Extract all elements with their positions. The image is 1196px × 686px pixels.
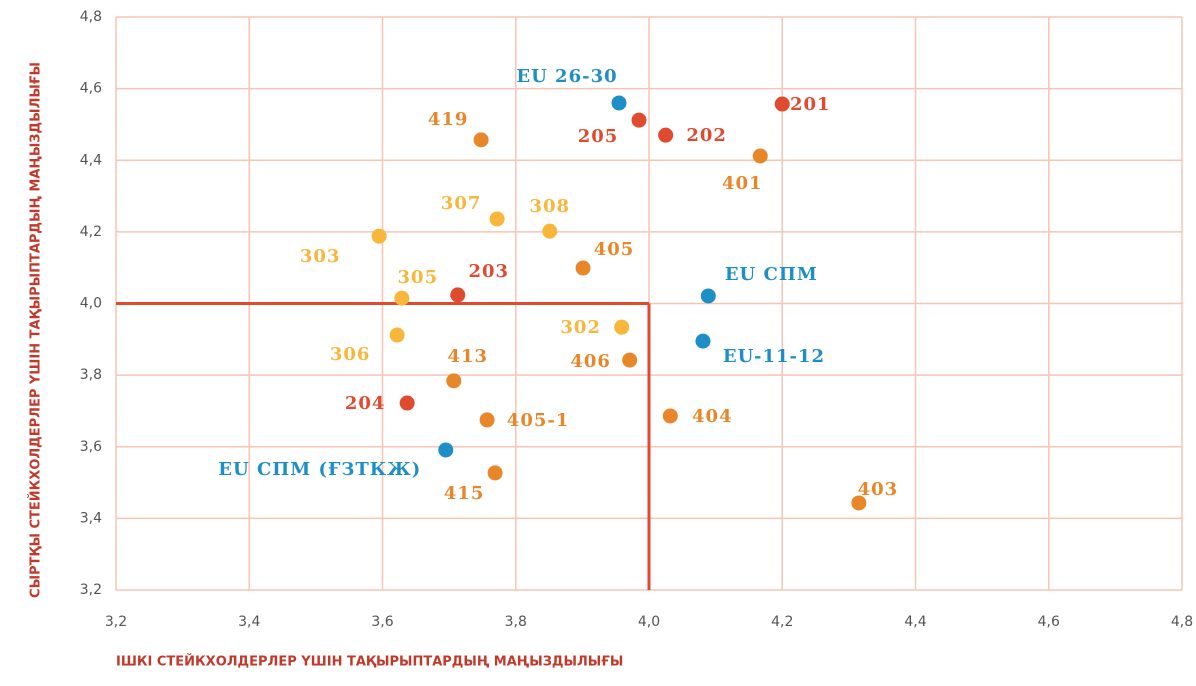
point-label: 204	[345, 393, 386, 414]
y-tick-label: 3,2	[80, 582, 102, 598]
point-label: 205	[578, 126, 619, 147]
point-label: 404	[692, 406, 733, 427]
point	[438, 442, 454, 458]
x-tick-label: 4,8	[1171, 614, 1193, 630]
point	[575, 260, 591, 276]
point	[489, 211, 505, 227]
point	[614, 319, 630, 335]
point-label: 303	[300, 246, 341, 267]
point-label: 405	[594, 239, 635, 260]
x-tick-label: 3,2	[105, 614, 127, 630]
x-axis-title: ІШКІ СТЕЙКХОЛДЕРЛЕР ҮШІН ТАҚЫРЫПТАРДЫҢ М…	[116, 654, 623, 670]
point	[542, 223, 558, 239]
point	[479, 412, 495, 428]
point	[389, 327, 405, 343]
point	[473, 132, 489, 148]
point-label: 305	[398, 267, 439, 288]
point	[394, 290, 410, 306]
point	[774, 96, 790, 112]
point	[622, 352, 638, 368]
x-tick-label: 3,6	[371, 614, 393, 630]
point-label: 415	[444, 483, 485, 504]
point	[399, 395, 415, 411]
point	[658, 127, 674, 143]
point-label: 308	[529, 196, 570, 217]
y-tick-label: 4,6	[80, 81, 102, 97]
point	[695, 333, 711, 349]
point-label: EU СПМ	[725, 264, 818, 285]
point	[631, 112, 647, 128]
point	[851, 495, 867, 511]
point-label: EU-11-12	[723, 346, 825, 367]
point-label: 302	[560, 317, 601, 338]
point	[611, 95, 627, 111]
x-tick-label: 3,4	[238, 614, 260, 630]
point-label: EU 26-30	[516, 66, 617, 87]
point	[487, 465, 503, 481]
point-label: 306	[330, 344, 371, 365]
point	[752, 148, 768, 164]
point-label: 403	[858, 479, 899, 500]
point-label: 203	[468, 261, 509, 282]
point-label: 406	[570, 351, 611, 372]
point-label: 401	[722, 173, 763, 194]
point	[450, 287, 466, 303]
x-tick-label: 4,4	[904, 614, 926, 630]
point	[662, 408, 678, 424]
point-label: 413	[447, 346, 488, 367]
y-tick-label: 4,2	[80, 224, 102, 240]
point-label: 307	[441, 193, 482, 214]
point-label: 405-1	[507, 410, 570, 431]
x-tick-label: 4,6	[1038, 614, 1060, 630]
y-tick-label: 3,8	[80, 367, 102, 383]
point-label: 202	[686, 125, 727, 146]
point-label: EU СПМ (ҒЗТКЖ)	[218, 459, 421, 480]
x-tick-label: 4,2	[771, 614, 793, 630]
point	[371, 228, 387, 244]
point-label: 201	[790, 94, 831, 115]
y-tick-label: 4,4	[80, 152, 102, 168]
y-tick-label: 3,6	[80, 439, 102, 455]
point	[446, 373, 462, 389]
point	[700, 288, 716, 304]
y-tick-label: 4,0	[80, 296, 102, 312]
x-tick-label: 3,8	[505, 614, 527, 630]
y-axis-title: СЫРТҚЫ СТЕЙКХОЛДЕРЛЕР ҮШІН ТАҚЫРЫПТАРДЫҢ…	[28, 62, 44, 598]
y-tick-label: 4,8	[80, 9, 102, 25]
point-label: 419	[428, 109, 469, 130]
y-tick-label: 3,4	[80, 510, 102, 526]
x-tick-label: 4,0	[638, 614, 660, 630]
